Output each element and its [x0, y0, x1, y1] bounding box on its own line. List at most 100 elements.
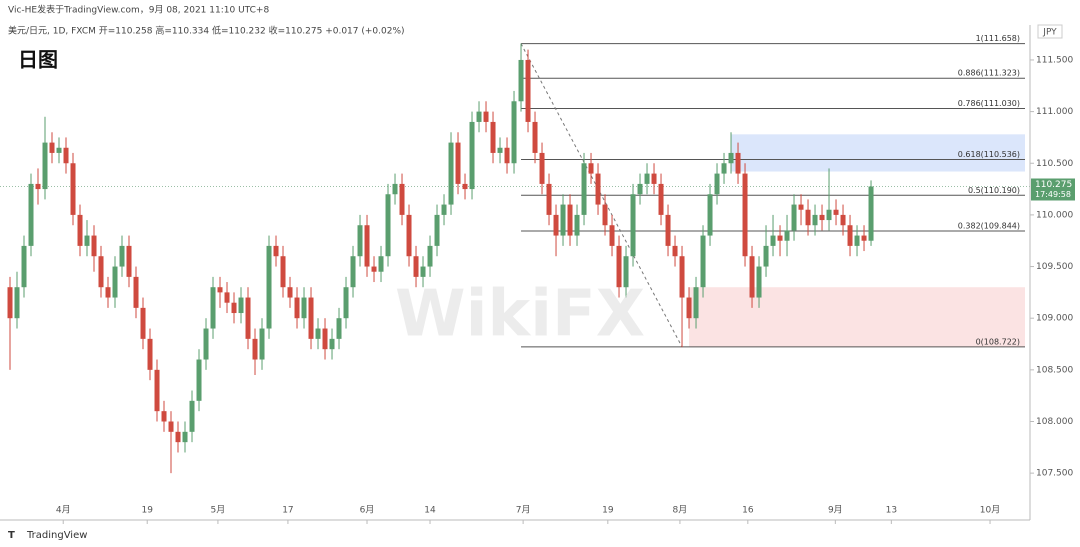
candle-body [434, 214, 440, 246]
fib-label: 0.886(111.323) [958, 69, 1020, 78]
candle-body [371, 266, 377, 272]
candle-body [147, 338, 153, 370]
candle-body [826, 209, 832, 221]
candle-body [658, 183, 664, 215]
fib-label: 0(108.722) [976, 337, 1020, 346]
candle-body [21, 245, 27, 288]
candle-body [133, 276, 139, 308]
candle-body [420, 266, 426, 277]
candle-body [154, 369, 160, 412]
candle-body [791, 204, 797, 231]
candle-body [406, 214, 412, 257]
x-tick-label: 13 [886, 506, 897, 516]
candle-body [567, 204, 573, 236]
x-tick-label: 16 [742, 506, 754, 516]
candle-body [14, 287, 20, 319]
candle-body [483, 111, 489, 122]
candle-body [763, 245, 769, 267]
candle-body [511, 101, 517, 164]
candle-body [448, 142, 454, 205]
candle-body [91, 235, 97, 257]
candle-body [259, 328, 265, 360]
candle-body [112, 266, 118, 298]
candle-body [749, 256, 755, 298]
y-unit: JPY [1042, 28, 1057, 38]
candle-body [336, 318, 342, 339]
candle-body [343, 287, 349, 319]
candle-body [469, 121, 475, 190]
candle-body [350, 256, 356, 288]
y-tick-label: 111.500 [1036, 55, 1073, 65]
candle-body [581, 163, 587, 215]
candle-body [588, 163, 594, 174]
candle-body [273, 245, 279, 257]
candle-body [665, 214, 671, 246]
candle-body [238, 297, 244, 314]
candle-body [777, 235, 783, 241]
candle-body [490, 121, 496, 153]
candle-body [595, 173, 601, 205]
candle-body [553, 214, 559, 236]
candle-body [476, 111, 482, 122]
candle-body [644, 173, 650, 184]
candle-body [847, 225, 853, 246]
fib-label: 0.786(111.030) [958, 99, 1020, 108]
candle-body [707, 194, 713, 236]
candle-body [637, 183, 643, 195]
candle-body [623, 256, 629, 288]
countdown: 17:49:58 [1035, 190, 1071, 199]
candle-body [210, 287, 216, 329]
candle-body [525, 59, 531, 122]
candle-body [784, 230, 790, 241]
y-tick-label: 109.500 [1036, 262, 1073, 272]
watermark: WikiFX [395, 278, 645, 352]
x-tick-label: 5月 [211, 505, 226, 516]
candle-body [840, 214, 846, 226]
candle-body [49, 142, 55, 153]
candle-body [602, 204, 608, 226]
candle-body [308, 297, 314, 339]
candle-body [266, 245, 272, 329]
candle-body [56, 147, 62, 153]
y-tick-label: 110.500 [1036, 159, 1073, 169]
candle-body [77, 214, 83, 246]
footer-brand: TradingView [26, 530, 87, 541]
candle-body [742, 173, 748, 257]
symbol-line: 美元/日元, 1D, FXCM 开=110.258 高=110.334 低=11… [8, 25, 405, 37]
candle-body [497, 147, 503, 153]
candle-body [175, 431, 181, 443]
candle-body [252, 338, 258, 360]
publisher-line: Vic-HE发表于TradingView.com，9月 08, 2021 11:… [8, 4, 269, 16]
x-tick-label: 8月 [673, 505, 688, 516]
footer-logo: T [8, 530, 15, 541]
fib-label: 0.382(109.844) [958, 222, 1020, 231]
candle-body [728, 152, 734, 164]
candle-body [203, 328, 209, 360]
candle-body [441, 204, 447, 215]
candle-body [385, 194, 391, 257]
candle-body [532, 121, 538, 153]
candle-body [651, 173, 657, 184]
candle-body [245, 297, 251, 339]
candle-body [546, 183, 552, 215]
candle-body [812, 214, 818, 226]
x-tick-label: 6月 [360, 505, 375, 516]
candle-body [224, 292, 230, 303]
x-tick-label: 17 [282, 506, 293, 516]
candle-body [462, 183, 468, 190]
candle-body [679, 256, 685, 298]
candle-body [231, 302, 237, 314]
candle-body [861, 235, 867, 241]
plot-area: 1(111.658) 0.886(111.323) 0.786(111.030) 0.… [0, 34, 1030, 474]
candle-body [70, 163, 76, 215]
candle-body [686, 297, 692, 319]
x-tick-label: 7月 [516, 505, 531, 516]
candle-body [735, 152, 741, 174]
y-tick-label: 110.000 [1036, 210, 1073, 220]
x-tick-label: 19 [602, 506, 614, 516]
candle-body [294, 297, 300, 319]
candle-body [504, 147, 510, 164]
candle-body [392, 183, 398, 195]
candle-body [714, 173, 720, 195]
